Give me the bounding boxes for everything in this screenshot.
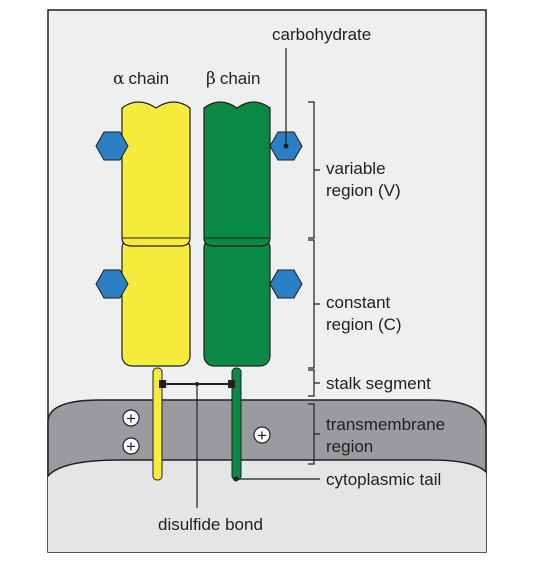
transmembrane-label-2: region xyxy=(326,437,373,456)
svg-text:+: + xyxy=(126,409,136,428)
disulfide-sulfur-right xyxy=(228,380,235,388)
carbohydrate-label: carbohydrate xyxy=(272,25,371,44)
stalk-segment-label: stalk segment xyxy=(326,374,431,393)
disulfide-sulfur-left xyxy=(159,380,166,388)
svg-text:+: + xyxy=(126,437,136,456)
beta-variable-domain xyxy=(204,102,270,246)
transmembrane-label-1: transmembrane xyxy=(326,415,445,434)
alpha-variable-domain xyxy=(122,102,190,246)
svg-text:+: + xyxy=(257,426,267,445)
variable-region-label-2: region (V) xyxy=(326,181,401,200)
alpha-chain-label: α chain xyxy=(113,69,169,89)
alpha-constant-domain xyxy=(122,238,190,366)
cytoplasmic-tail-label: cytoplasmic tail xyxy=(326,470,441,489)
constant-region-label-1: constant xyxy=(326,293,391,312)
variable-region-label-1: variable xyxy=(326,159,386,178)
disulfide-bond-label: disulfide bond xyxy=(158,515,263,534)
constant-region-label-2: region (C) xyxy=(326,315,402,334)
beta-constant-domain xyxy=(204,238,270,366)
beta-chain-label: β chain xyxy=(206,69,260,89)
